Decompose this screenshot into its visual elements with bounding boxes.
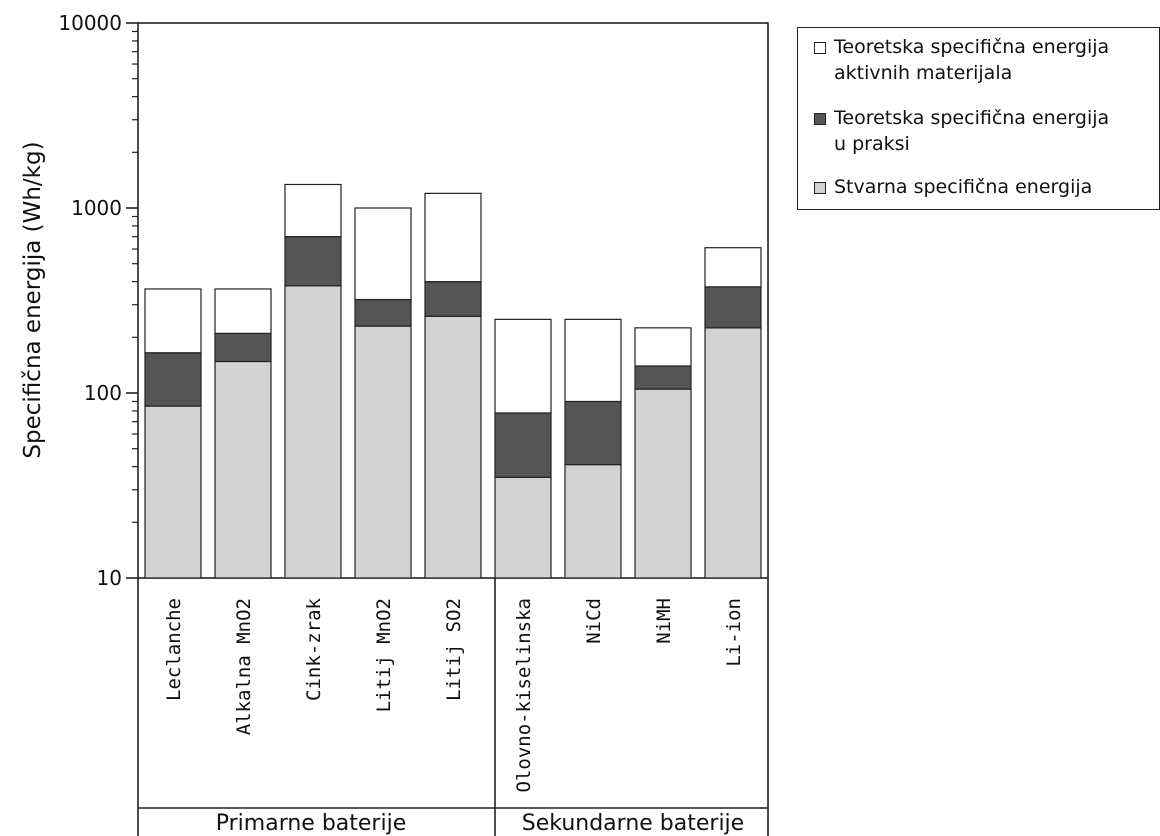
legend-label-theoretical-practice: Teoretska specifična energija u praksi xyxy=(834,107,1110,155)
bar-segment-theoretical xyxy=(564,318,622,403)
x-category-label: Olovno-kiselinska xyxy=(513,598,535,792)
legend-item-theoretical-active: Teoretska specifična energija aktivnih m… xyxy=(814,34,1109,86)
group-label-secondary: Sekundarne baterije xyxy=(522,811,744,836)
bar-segment-theoretical xyxy=(214,288,272,334)
bar-segment-theoretical xyxy=(704,247,762,288)
bar-segment-actual xyxy=(144,405,202,579)
y-axis-label: Specifična energija (Wh/kg) xyxy=(20,141,46,458)
bar-segment-theoretical xyxy=(424,192,482,283)
bar-segment-theoretical xyxy=(494,318,552,414)
x-category-label: Li-ion xyxy=(723,598,745,667)
legend-swatch-theoretical-practice xyxy=(814,113,826,125)
y-tick-label: 10000 xyxy=(58,11,122,35)
x-category-label: NiMH xyxy=(653,598,675,644)
bar-segment-actual xyxy=(564,464,622,579)
bar-segment-practice xyxy=(634,365,692,390)
x-category-label: Litij MnO2 xyxy=(373,598,395,712)
y-tick-label: 10 xyxy=(97,566,122,590)
bar-segment-actual xyxy=(354,325,412,579)
x-category-label: Alkalna MnO2 xyxy=(233,598,255,735)
bar-segment-theoretical xyxy=(634,327,692,367)
bar-segment-actual xyxy=(424,315,482,579)
bar-segment-actual xyxy=(284,285,342,579)
bar-segment-practice xyxy=(144,352,202,407)
bar-segment-theoretical xyxy=(284,183,342,238)
x-category-label: Litij SO2 xyxy=(443,598,465,701)
bar-segment-actual xyxy=(704,327,762,579)
y-tick-label: 100 xyxy=(84,381,122,405)
legend-swatch-actual xyxy=(814,182,826,194)
bar-segment-practice xyxy=(354,298,412,327)
bar-segment-practice xyxy=(494,412,552,478)
bar-segment-actual xyxy=(214,360,272,579)
bar-segment-theoretical xyxy=(354,207,412,301)
legend-item-theoretical-practice: Teoretska specifična energija u praksi xyxy=(814,105,1109,157)
bar-segment-practice xyxy=(284,236,342,287)
legend-label-theoretical-active: Teoretska specifična energija aktivnih m… xyxy=(834,36,1110,84)
bar-segment-actual xyxy=(494,476,552,579)
legend-label-actual: Stvarna specifična energija xyxy=(834,176,1093,198)
bar-segment-actual xyxy=(634,388,692,579)
bar-segment-practice xyxy=(564,400,622,466)
bar-segment-practice xyxy=(424,281,482,317)
group-label-primary: Primarne baterije xyxy=(216,811,407,836)
x-category-label: NiCd xyxy=(583,598,605,644)
y-tick-label: 1000 xyxy=(71,196,122,220)
legend: Teoretska specifična energija aktivnih m… xyxy=(797,27,1160,210)
bar-segment-practice xyxy=(214,332,272,363)
bar-segment-practice xyxy=(704,286,762,329)
legend-item-actual: Stvarna specifična energija xyxy=(814,174,1092,200)
x-category-label: Cink-zrak xyxy=(303,597,325,701)
x-category-label: Leclanche xyxy=(163,598,185,701)
legend-swatch-theoretical-active xyxy=(814,42,826,54)
bar-segment-theoretical xyxy=(144,288,202,354)
